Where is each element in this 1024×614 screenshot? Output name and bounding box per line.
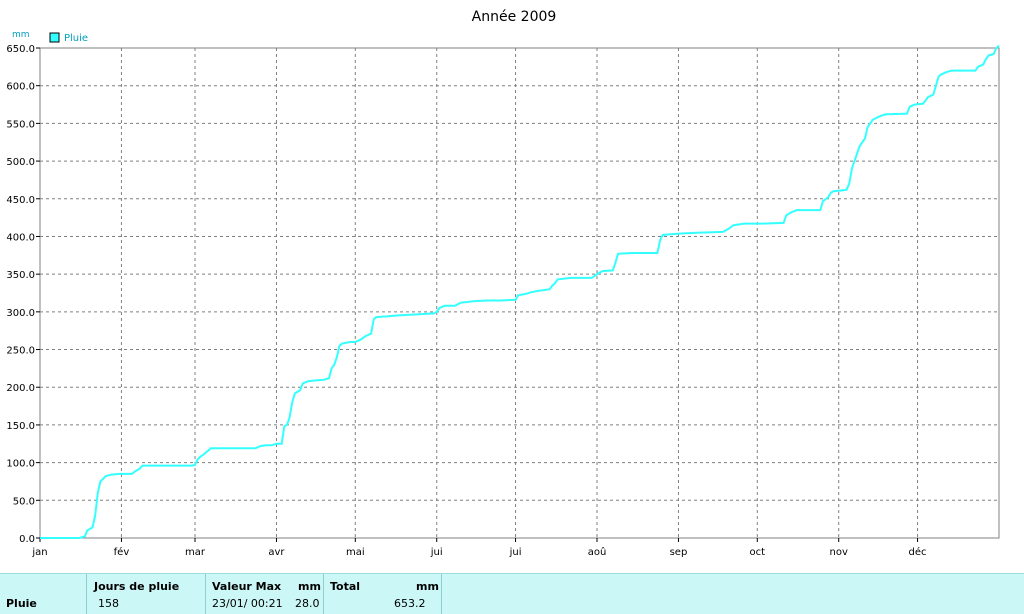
y-tick-label: 400.0 <box>6 232 35 243</box>
y-tick-label: 200.0 <box>6 383 35 394</box>
y-tick-label: 450.0 <box>6 195 35 206</box>
y-tick-label: 300.0 <box>6 308 35 319</box>
total-value: 653.2 <box>394 597 426 610</box>
y-tick-label: 150.0 <box>6 421 35 432</box>
rain-days-value: 158 <box>98 597 119 610</box>
stats-row-label: Pluie <box>6 597 37 610</box>
chart-title: Année 2009 <box>472 9 557 25</box>
x-tick-label: mar <box>185 547 206 558</box>
y-tick-label: 650.0 <box>6 44 35 55</box>
y-tick-label: 600.0 <box>6 82 35 93</box>
series-line-pluie <box>40 44 1000 539</box>
legend: Pluie <box>49 32 88 44</box>
x-tick-label: déc <box>909 546 927 558</box>
max-value-amount: 28.0 <box>295 597 320 610</box>
stats-row-label-cell: Pluie <box>0 574 87 614</box>
x-tick-label: oct <box>750 547 766 558</box>
plot-area <box>39 47 1000 539</box>
stats-panel: Pluie Jours de pluie 158 Valeur Max mm 2… <box>0 573 1024 614</box>
y-tick-label: 50.0 <box>13 496 35 507</box>
x-tick-label: avr <box>268 547 285 558</box>
y-tick-label: 0.0 <box>19 534 35 545</box>
y-tick-label: 550.0 <box>6 119 35 130</box>
grid <box>36 47 999 542</box>
max-value-cell: Valeur Max mm 23/01/ 00:21 28.0 <box>206 574 324 614</box>
y-tick-label: 350.0 <box>6 270 35 281</box>
x-tick-labels: jan fév mar avr mai jui jui aoû sep oct nov déc <box>31 546 926 558</box>
x-tick-label: jui <box>509 547 522 558</box>
max-value-header: Valeur Max <box>212 580 282 593</box>
y-tick-labels: 0.0 50.0 100.0 150.0 200.0 250.0 300.0 350.0 400… <box>6 44 35 545</box>
y-tick-label: 500.0 <box>6 157 35 168</box>
x-tick-label: nov <box>830 547 848 558</box>
legend-swatch <box>49 32 60 43</box>
total-header: Total <box>330 580 361 593</box>
y-axis-unit: mm <box>12 30 30 40</box>
rain-days-header: Jours de pluie <box>94 580 180 593</box>
rain-chart: Année 2009 mm Pluie 0.0 50.0 100.0 150.0 200… <box>6 9 1000 558</box>
x-tick-label: jan <box>31 547 47 558</box>
max-value-unit: mm <box>298 580 321 593</box>
y-tick-label: 250.0 <box>6 346 35 357</box>
total-cell: Total mm 653.2 <box>324 574 442 614</box>
x-tick-label: jui <box>430 547 443 558</box>
max-value-date: 23/01/ 00:21 <box>212 597 283 610</box>
y-tick-label: 100.0 <box>6 459 35 470</box>
rain-days-cell: Jours de pluie 158 <box>87 574 206 614</box>
x-tick-label: aoû <box>588 546 607 558</box>
x-tick-label: sep <box>670 547 688 558</box>
legend-label: Pluie <box>64 33 88 44</box>
x-tick-label: mai <box>346 547 365 558</box>
total-unit: mm <box>416 580 439 593</box>
x-tick-label: fév <box>114 546 130 558</box>
